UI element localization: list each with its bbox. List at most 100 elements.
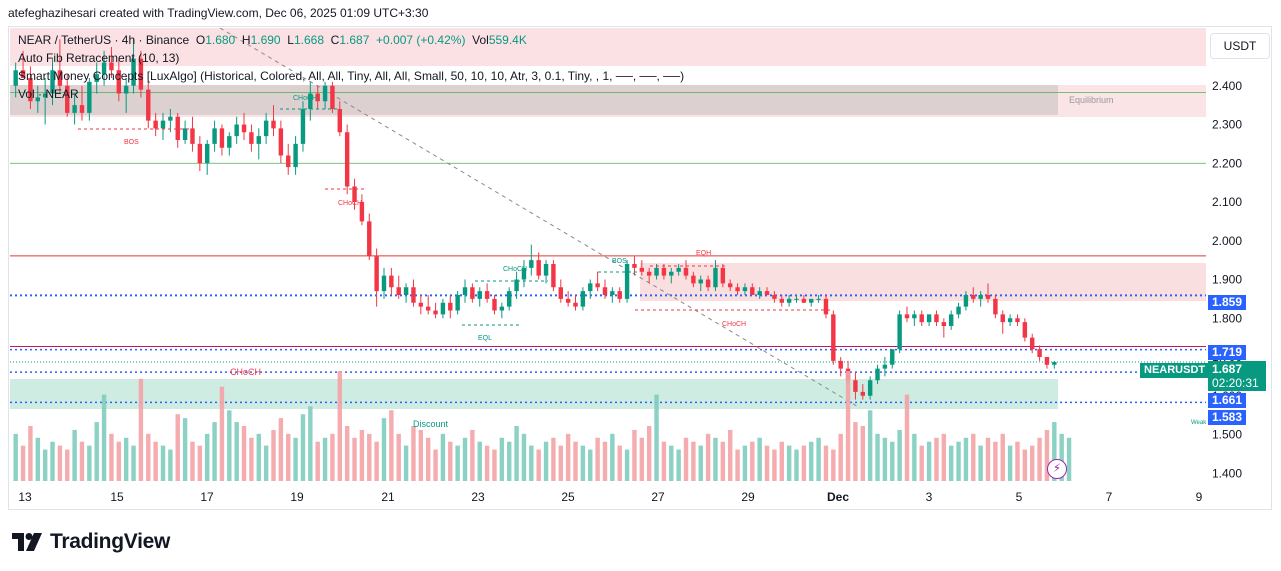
candle-body xyxy=(190,128,195,144)
currency-button[interactable]: USDT xyxy=(1210,33,1270,59)
legend-indicator-smc[interactable]: Smart Money Concepts [LuxAlgo] (Historic… xyxy=(18,69,685,83)
candle-body xyxy=(227,136,232,148)
volume-bar xyxy=(175,414,180,481)
candle-body xyxy=(801,298,807,303)
candle-body xyxy=(344,132,350,187)
volume-bar xyxy=(300,414,306,481)
candle-body xyxy=(919,314,924,323)
x-tick-label: 27 xyxy=(651,490,665,504)
candle-body xyxy=(639,267,645,272)
x-tick-label: 19 xyxy=(290,490,304,504)
candle-body xyxy=(146,89,151,121)
legend-symbol[interactable]: NEAR / TetherUS · 4h · Binance xyxy=(18,33,190,47)
candle-body xyxy=(624,264,630,299)
price-tag-1583: 1.583 xyxy=(1208,410,1247,425)
volume-bar xyxy=(20,445,26,481)
volume-bar xyxy=(249,437,254,481)
candle-body xyxy=(1044,357,1050,365)
x-tick-label: 23 xyxy=(471,490,485,504)
candle-body xyxy=(374,256,379,292)
annotation-choch-5: CHoCH xyxy=(230,367,261,377)
price-tag-1859: 1.859 xyxy=(1208,295,1247,310)
candle-body xyxy=(661,267,667,276)
candle-body xyxy=(521,267,527,280)
candle-body xyxy=(794,298,799,300)
candle-body xyxy=(249,132,254,144)
candle-body xyxy=(831,314,836,361)
candle-body xyxy=(411,287,416,303)
volume-bar xyxy=(919,445,924,481)
tradingview-logo-text: TradingView xyxy=(50,530,171,553)
legend-ohlc[interactable]: NEAR / TetherUS · 4h · Binance O1.680 H1… xyxy=(18,33,527,47)
volume-bar xyxy=(425,437,431,481)
candle-body xyxy=(875,368,880,381)
volume-bar xyxy=(882,437,888,481)
candle-body xyxy=(543,264,549,276)
volume-bar xyxy=(433,449,438,481)
volume-bar xyxy=(403,445,409,481)
volume-bar xyxy=(971,433,976,481)
legend-indicator-vol[interactable]: Vol · NEAR xyxy=(18,87,79,101)
legend-o-label: O xyxy=(195,33,206,47)
annotation-eql: EQL xyxy=(478,335,492,342)
candle-body xyxy=(735,287,740,292)
volume-bar xyxy=(116,441,122,481)
volume-bar xyxy=(35,437,40,481)
volume-bar xyxy=(993,441,998,481)
candle-body xyxy=(1030,337,1035,350)
volume-bar xyxy=(256,433,261,481)
candle-body xyxy=(256,136,261,144)
legend-indicator-fib[interactable]: Auto Fib Retracement (10, 13) xyxy=(18,51,180,65)
candle-body xyxy=(219,128,225,148)
candle-body xyxy=(882,364,888,369)
candle-body xyxy=(727,283,733,288)
candle-body xyxy=(779,298,784,303)
volume-bar xyxy=(713,437,718,481)
volume-bar xyxy=(57,445,63,481)
candle-body xyxy=(101,62,107,75)
tradingview-logo-icon xyxy=(12,533,42,551)
candle-body xyxy=(580,291,586,307)
candle-body xyxy=(1022,322,1028,338)
equilibrium-zone-red xyxy=(10,85,1206,117)
candle-body xyxy=(337,109,343,133)
lightning-icon[interactable]: ⚡ xyxy=(1047,459,1067,479)
volume-bar xyxy=(646,426,652,481)
volume-bar xyxy=(470,429,475,481)
x-tick-label: Dec xyxy=(827,490,849,504)
volume-bar xyxy=(897,429,902,481)
volume-bar xyxy=(153,441,158,481)
candle-body xyxy=(20,70,26,78)
candle-body xyxy=(890,349,895,365)
volume-bar xyxy=(72,429,77,481)
discount-zone xyxy=(10,379,1058,409)
volume-bar xyxy=(764,445,770,481)
candle-body xyxy=(300,109,306,144)
volume-bar xyxy=(263,445,269,481)
current-price-box: 1.687 02:20:31 xyxy=(1208,361,1266,391)
candle-body xyxy=(978,295,983,299)
volume-bar xyxy=(286,433,291,481)
current-symbol-tag: NEARUSDT xyxy=(1140,363,1210,378)
candle-body xyxy=(109,62,114,71)
price-tag-1719: 1.719 xyxy=(1208,345,1247,360)
volume-bar xyxy=(654,394,659,481)
tradingview-logo[interactable]: TradingView xyxy=(12,530,170,554)
annotation-discount: Discount xyxy=(413,419,449,429)
volume-bar xyxy=(204,433,210,481)
volume-bar xyxy=(801,445,807,481)
annotation-eqh: EQH xyxy=(696,250,711,257)
candle-body xyxy=(823,298,829,315)
volume-bar xyxy=(779,441,784,481)
volume-bar xyxy=(227,410,232,481)
volume-bar xyxy=(948,445,954,481)
candle-body xyxy=(352,186,357,202)
volume-bar xyxy=(1059,433,1064,481)
volume-bar xyxy=(772,449,777,481)
candle-body xyxy=(558,287,563,299)
volume-bar xyxy=(845,371,851,481)
candle-body xyxy=(499,306,505,311)
premium-zone-top xyxy=(10,28,1206,66)
candle-body xyxy=(433,310,438,315)
